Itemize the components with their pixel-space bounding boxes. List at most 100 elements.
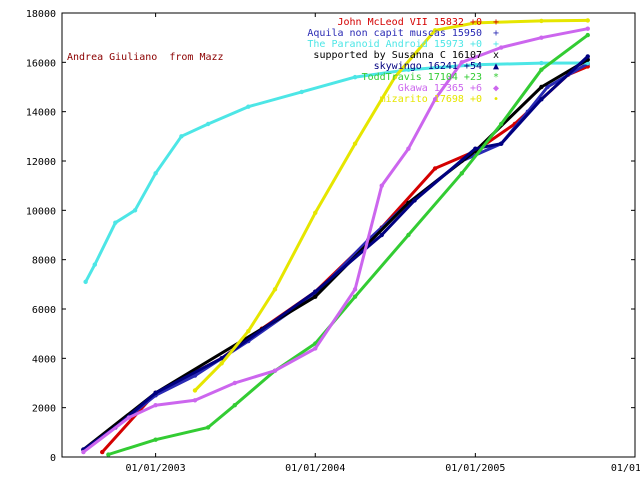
plot-frame <box>61 12 636 458</box>
x-tick-label: 01/01/2003 <box>125 463 185 474</box>
legend-label: supported by Susanna C 16107 <box>313 50 482 61</box>
legend-label: mizarito 17698 +0 <box>380 94 482 105</box>
data-point <box>205 425 211 430</box>
data-point <box>106 452 111 457</box>
legend-label: The Paranoid Android 15973 +0 <box>307 39 482 50</box>
y-tick-label: 4000 <box>32 354 56 365</box>
data-point <box>232 380 237 386</box>
data-point <box>192 388 198 393</box>
data-point <box>246 104 251 109</box>
data-point <box>92 262 98 267</box>
series-5 <box>106 32 590 457</box>
legend-marker: + <box>493 17 499 28</box>
data-point <box>352 74 358 80</box>
data-point <box>352 287 358 292</box>
x-tick-label: 01/01/2004 <box>285 463 345 474</box>
legend-marker: ◆ <box>493 83 499 94</box>
data-point <box>352 141 358 146</box>
data-point <box>539 84 544 90</box>
y-tick-label: 18000 <box>26 9 56 20</box>
chart-annotation: Andrea Giuliano from Mazz <box>67 52 224 63</box>
data-point <box>473 146 478 151</box>
data-point <box>272 368 278 373</box>
legend-marker: * <box>493 72 499 83</box>
data-point <box>313 210 318 215</box>
data-point <box>219 361 224 366</box>
data-point <box>379 183 384 188</box>
series-2 <box>83 60 590 285</box>
data-point <box>539 60 544 66</box>
y-tick-label: 16000 <box>26 58 56 69</box>
data-point <box>432 166 438 171</box>
data-point <box>113 220 118 225</box>
legend-label: ToddTravis 17104 +23 <box>362 72 482 83</box>
data-point <box>100 449 105 455</box>
data-point <box>412 198 417 203</box>
data-point <box>539 97 544 102</box>
data-point <box>153 437 158 442</box>
y-tick-label: 12000 <box>26 157 56 168</box>
data-point <box>473 20 478 26</box>
x-tick-label: 01/01/20 <box>611 463 640 474</box>
data-point <box>313 346 318 351</box>
y-tick-label: 10000 <box>26 206 56 217</box>
data-point <box>585 32 590 38</box>
data-point <box>153 403 158 408</box>
data-point <box>83 279 88 285</box>
data-point <box>272 287 278 292</box>
legend-label: Aquila non capit muscas 15950 <box>307 28 482 39</box>
data-point <box>473 62 478 67</box>
legend: John McLeod VII 15832 +0 + Aquila non capi… <box>307 17 499 105</box>
data-point <box>352 294 358 299</box>
series-7 <box>192 18 590 393</box>
data-point <box>313 289 318 294</box>
data-point <box>192 398 198 403</box>
legend-label: skywingo 16241 +54 <box>374 61 482 72</box>
data-point <box>585 54 590 59</box>
data-point <box>219 356 224 361</box>
data-point <box>539 67 544 72</box>
data-point <box>459 171 464 176</box>
y-tick-label: 0 <box>50 453 56 464</box>
data-point <box>539 18 544 24</box>
data-point <box>539 35 544 40</box>
data-point <box>313 294 318 299</box>
legend-label: John McLeod VII 15832 +0 <box>338 17 483 28</box>
data-point <box>246 329 251 334</box>
y-tick-label: 14000 <box>26 108 56 119</box>
y-tick-label: 8000 <box>32 256 56 267</box>
data-point <box>153 171 158 176</box>
series-6 <box>81 26 590 455</box>
data-point <box>205 121 211 127</box>
series-line <box>82 27 589 454</box>
data-point <box>432 97 438 102</box>
data-point <box>498 141 504 146</box>
data-point <box>126 415 132 420</box>
legend-marker: • <box>493 94 499 105</box>
data-point <box>379 232 384 238</box>
data-point <box>406 146 411 151</box>
data-point <box>432 28 438 33</box>
data-point <box>153 390 158 396</box>
y-axis: 0 2000 4000 6000 8000 10000 12000 14000 16000 180… <box>26 9 635 464</box>
data-point <box>81 449 86 455</box>
series-layer <box>81 18 590 457</box>
series-line <box>107 33 589 456</box>
data-point <box>459 60 464 65</box>
y-tick-label: 6000 <box>32 305 56 316</box>
series-line <box>84 61 588 283</box>
legend-marker: ▲ <box>493 61 499 72</box>
data-point <box>545 84 550 90</box>
legend-marker: x <box>493 50 499 61</box>
data-point <box>232 403 237 408</box>
legend-label: Gkawa 17365 +6 <box>398 83 482 94</box>
y-tick-label: 2000 <box>32 404 56 415</box>
legend-marker: + <box>493 39 499 50</box>
x-axis: 01/01/2003 01/01/2004 01/01/2005 01/01/20 <box>125 13 640 474</box>
data-point <box>406 232 411 238</box>
data-point <box>406 67 411 72</box>
data-point <box>498 45 504 50</box>
data-point <box>299 89 304 95</box>
data-point <box>132 208 138 213</box>
